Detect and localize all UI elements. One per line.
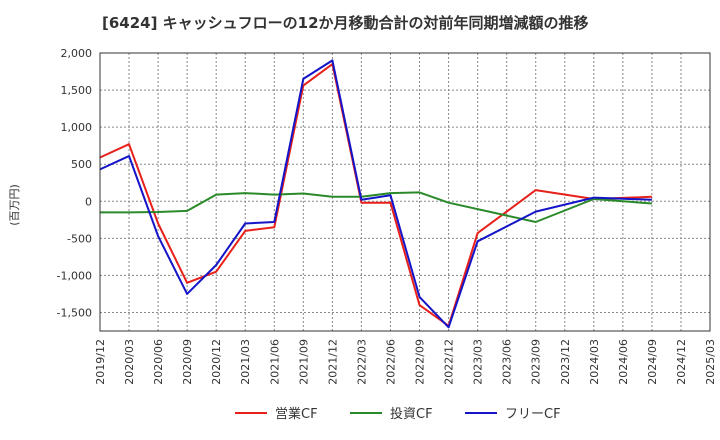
x-tick-label: 2022/09 (414, 339, 427, 385)
x-tick-label: 2023/03 (472, 339, 485, 385)
x-tick-label: 2021/09 (297, 339, 310, 385)
x-tick-label: 2021/06 (268, 339, 281, 385)
y-tick-label: 2,000 (61, 47, 93, 60)
x-tick-label: 2020/03 (123, 339, 136, 385)
x-tick-label: 2021/12 (326, 339, 339, 385)
x-tick-label: 2020/12 (210, 339, 223, 385)
y-axis-ticks: 2,000 1,500 1,000 500 0 -500 -1,000 -1,500 (57, 47, 92, 319)
y-tick-label: -1,500 (57, 306, 92, 319)
x-tick-label: 2022/06 (384, 339, 397, 385)
x-tick-label: 2021/03 (239, 339, 252, 385)
y-tick-label: -1,000 (57, 269, 92, 282)
x-tick-label: 2022/12 (443, 339, 456, 385)
y-tick-label: 1,500 (61, 84, 93, 97)
x-tick-label: 2020/09 (181, 339, 194, 385)
x-tick-label: 2023/06 (501, 339, 514, 385)
x-tick-label: 2024/06 (617, 339, 630, 385)
x-tick-label: 2025/03 (704, 339, 717, 385)
x-tick-label: 2024/03 (588, 339, 601, 385)
grid (99, 52, 711, 331)
y-axis-label: (百万円) (8, 184, 21, 226)
legend-label-0: 営業CF (275, 406, 318, 422)
series-line-2 (99, 59, 652, 329)
y-tick-label: 0 (85, 195, 92, 208)
legend-label-1: 投資CF (390, 406, 433, 422)
series-lines (99, 59, 652, 329)
legend: 営業CF 投資CF フリーCF (235, 406, 561, 422)
x-tick-label: 2023/09 (530, 339, 543, 385)
x-tick-label: 2020/06 (152, 339, 165, 385)
series-line-1 (100, 191, 652, 223)
y-tick-label: 500 (71, 158, 92, 171)
plot-area-frame (99, 52, 711, 332)
y-tick-label: 1,000 (61, 121, 93, 134)
x-axis-ticks: 2019/12 2020/03 2020/06 2020/09 2020/12 2021/… (94, 339, 717, 385)
x-tick-label: 2022/03 (355, 339, 368, 385)
x-tick-label: 2023/12 (559, 339, 572, 385)
x-tick-label: 2019/12 (94, 339, 107, 385)
chart-title: [6424] キャッシュフローの12か月移動合計の対前年同期増減額の推移 (102, 14, 589, 32)
x-tick-label: 2024/09 (646, 339, 659, 385)
legend-label-2: フリーCF (505, 407, 561, 422)
y-tick-label: -500 (67, 232, 92, 245)
x-tick-label: 2024/12 (675, 339, 688, 385)
